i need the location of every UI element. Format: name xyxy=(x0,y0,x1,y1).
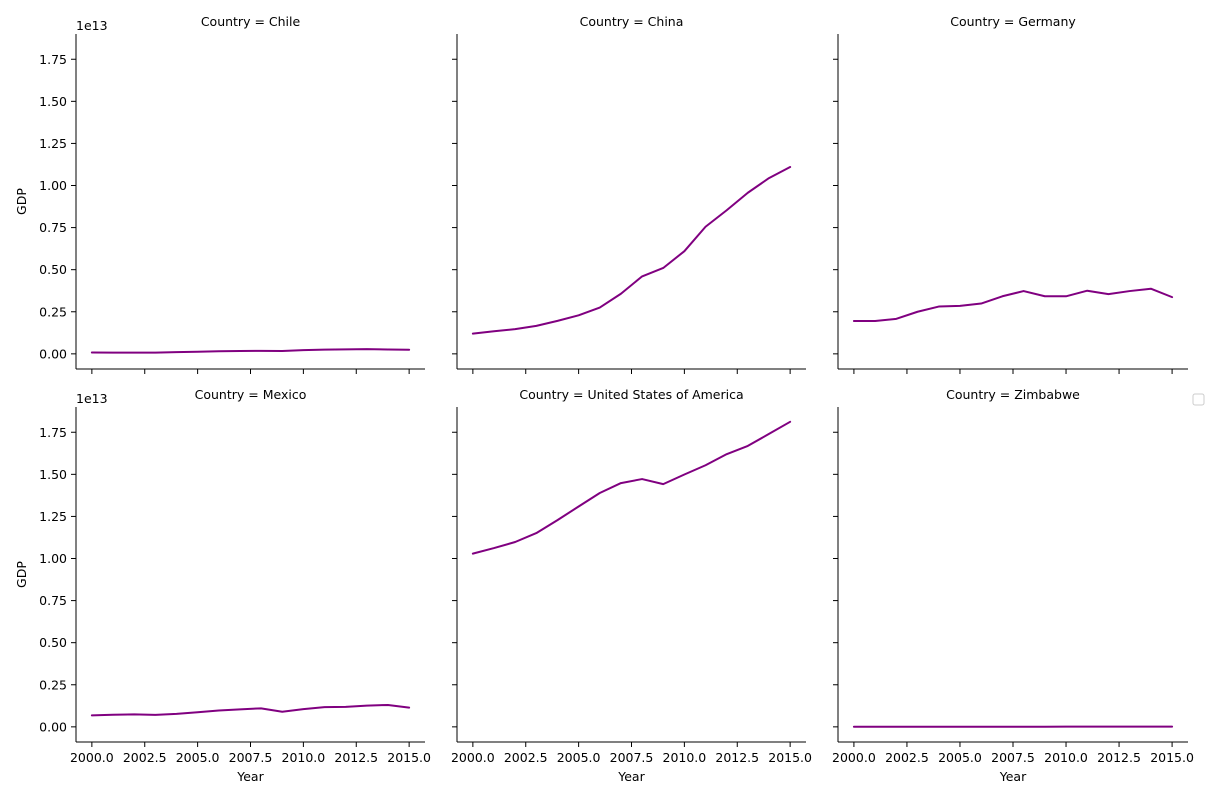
x-tick-label: 2005.0 xyxy=(938,750,982,765)
gdp-series-line xyxy=(90,348,411,354)
gdp-series-line xyxy=(471,420,792,555)
facet-panels: 0.00 0.25 0.50 0.75 1.00 1.25 1.50 1.75 Country … xyxy=(14,14,1194,784)
x-tick-label: 2012.5 xyxy=(715,750,759,765)
x-tick-label: 2012.5 xyxy=(1097,750,1141,765)
x-tick-label: 2005.0 xyxy=(176,750,220,765)
y-tick-label: 1.25 xyxy=(39,509,67,524)
x-axis-title: Year xyxy=(236,769,264,784)
y-offset-label: 1e13 xyxy=(76,18,108,33)
y-axis-title: GDP xyxy=(14,561,29,588)
x-tick-label: 2010.0 xyxy=(282,750,326,765)
facet-panel-2: Country = Germany xyxy=(833,14,1188,374)
gdp-series-line xyxy=(852,287,1174,323)
facet-title: Country = China xyxy=(580,14,684,29)
gdp-series-line xyxy=(471,165,792,335)
x-axis-title: Year xyxy=(999,769,1027,784)
facet-title: Country = Chile xyxy=(201,14,301,29)
y-tick-label: 1.25 xyxy=(39,136,67,151)
facet-title: Country = United States of America xyxy=(519,387,743,402)
y-tick-label: 0.75 xyxy=(39,220,67,235)
facet-panel-4: 2000.0 2002.5 2005.0 2007.5 2010.0 2012.5 2015… xyxy=(451,387,812,784)
x-tick-label: 2000.0 xyxy=(70,750,114,765)
x-axis-title: Year xyxy=(617,769,645,784)
y-tick-label: 0.50 xyxy=(39,635,67,650)
y-tick-label: 1.50 xyxy=(39,94,67,109)
y-tick-label: 0.00 xyxy=(39,719,67,734)
x-tick-label: 2010.0 xyxy=(1044,750,1088,765)
facet-title: Country = Zimbabwe xyxy=(946,387,1080,402)
y-tick-label: 1.75 xyxy=(39,425,67,440)
x-tick-label: 2012.5 xyxy=(334,750,378,765)
facet-panel-1: Country = China xyxy=(452,14,806,374)
y-offset-label: 1e13 xyxy=(76,391,108,406)
y-tick-label: 1.00 xyxy=(39,551,67,566)
x-tick-label: 2007.5 xyxy=(991,750,1035,765)
x-tick-label: 2010.0 xyxy=(663,750,707,765)
x-tick-label: 2002.5 xyxy=(123,750,167,765)
y-tick-label: 0.25 xyxy=(39,677,67,692)
x-tick-label: 2005.0 xyxy=(557,750,601,765)
x-tick-label: 2000.0 xyxy=(832,750,876,765)
facet-panel-5: 2000.0 2002.5 2005.0 2007.5 2010.0 2012.5 2015… xyxy=(832,387,1194,784)
facet-panel-3: 0.00 0.25 0.50 0.75 1.00 1.25 1.50 1.75 2000.0 20… xyxy=(14,387,431,784)
x-tick-label: 2000.0 xyxy=(451,750,495,765)
x-tick-label: 2015.0 xyxy=(387,750,431,765)
x-tick-label: 2007.5 xyxy=(229,750,273,765)
y-tick-label: 0.00 xyxy=(39,346,67,361)
y-tick-label: 0.50 xyxy=(39,262,67,277)
x-tick-label: 2007.5 xyxy=(610,750,654,765)
y-tick-label: 0.75 xyxy=(39,593,67,608)
facet-panel-0: 0.00 0.25 0.50 0.75 1.00 1.25 1.50 1.75 Country … xyxy=(14,14,425,374)
y-tick-label: 1.75 xyxy=(39,52,67,67)
y-tick-label: 1.50 xyxy=(39,467,67,482)
facet-title: Country = Germany xyxy=(950,14,1076,29)
x-tick-label: 2002.5 xyxy=(504,750,548,765)
empty-legend-box xyxy=(1192,393,1205,406)
y-tick-label: 1.00 xyxy=(39,178,67,193)
gdp-series-line xyxy=(90,703,411,717)
x-tick-label: 2015.0 xyxy=(768,750,812,765)
y-tick-label: 0.25 xyxy=(39,304,67,319)
x-tick-label: 2002.5 xyxy=(885,750,929,765)
y-axis-title: GDP xyxy=(14,188,29,215)
facet-title: Country = Mexico xyxy=(195,387,307,402)
x-tick-label: 2015.0 xyxy=(1150,750,1194,765)
